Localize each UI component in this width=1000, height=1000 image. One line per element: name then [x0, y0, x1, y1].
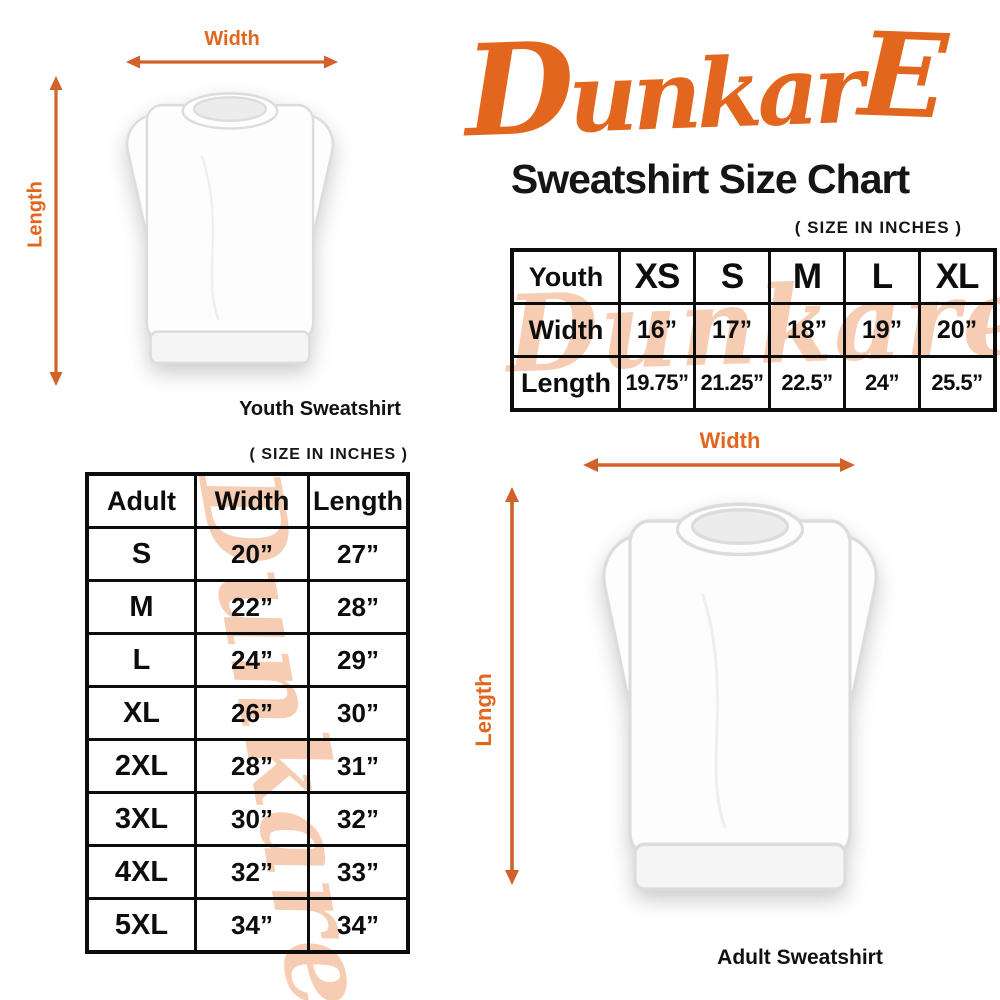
youth-length-arrow — [49, 76, 63, 386]
youth-length-label: Length — [24, 181, 47, 248]
table-cell: 34” — [194, 897, 310, 954]
table-cell: 18” — [768, 302, 846, 358]
logo-letter: E — [856, 6, 950, 146]
table-row: 4XL 32” 33” — [85, 844, 410, 900]
table-cell: XS — [618, 248, 696, 305]
adult-width-arrow — [583, 458, 855, 472]
units-note: ( SIZE IN INCHES ) — [794, 218, 962, 237]
table-row: Width 16” 17” 18” 19” 20” — [510, 302, 997, 358]
table-cell: 4XL — [85, 844, 197, 900]
table-cell: 27” — [307, 526, 410, 582]
adult-sweatshirt-image — [594, 502, 886, 893]
table-cell: 19.75” — [618, 355, 696, 412]
table-cell: 24” — [194, 632, 310, 688]
table-cell: L — [85, 632, 197, 688]
table-cell: XL — [85, 685, 197, 741]
table-cell: 31” — [307, 738, 410, 794]
table-cell: 32” — [194, 844, 310, 900]
youth-width-label: Width — [204, 28, 260, 50]
table-row: 2XL 28” 31” — [85, 738, 410, 794]
table-cell: 29” — [307, 632, 410, 688]
table-cell: 33” — [307, 844, 410, 900]
table-cell: 5XL — [85, 897, 197, 954]
table-cell: 3XL — [85, 791, 197, 847]
table-cell: 26” — [194, 685, 310, 741]
adult-size-table: Adult Width Length S 20” 27” M 22” 28” L 24” 29” XL 2… — [85, 472, 410, 954]
table-row: S 20” 27” — [85, 526, 410, 582]
table-cell: 2XL — [85, 738, 197, 794]
page-title: Sweatshirt Size Chart — [510, 156, 910, 202]
table-cell: Length — [307, 472, 410, 529]
table-cell: L — [843, 248, 921, 305]
units-note: ( SIZE IN INCHES ) — [249, 446, 408, 463]
table-cell: Adult — [85, 472, 197, 529]
table-cell: 32” — [307, 791, 410, 847]
youth-sweatshirt-image — [120, 92, 340, 366]
adult-width-label: Width — [699, 428, 761, 453]
table-cell: Width — [194, 472, 310, 529]
youth-size-table: Youth XS S M L XL Width 16” 17” 18” 19” 20” Length 19… — [510, 248, 997, 412]
table-cell: 34” — [307, 897, 410, 954]
table-cell: 30” — [307, 685, 410, 741]
table-cell: 20” — [194, 526, 310, 582]
brand-logo: DunkarE — [430, 4, 983, 166]
table-row: M 22” 28” — [85, 579, 410, 635]
adult-length-arrow — [505, 487, 519, 885]
adult-caption: Adult Sweatshirt — [717, 946, 883, 969]
logo-letters: unkar — [566, 33, 861, 155]
table-row: 5XL 34” 34” — [85, 897, 410, 954]
table-cell: 17” — [693, 302, 771, 358]
table-cell: S — [693, 248, 771, 305]
table-row: Length 19.75” 21.25” 22.5” 24” 25.5” — [510, 355, 997, 412]
table-cell: 19” — [843, 302, 921, 358]
youth-width-arrow — [126, 55, 338, 69]
table-cell: 22” — [194, 579, 310, 635]
table-cell: 22.5” — [768, 355, 846, 412]
table-cell: M — [768, 248, 846, 305]
table-cell: M — [85, 579, 197, 635]
youth-caption: Youth Sweatshirt — [239, 398, 401, 420]
table-cell: XL — [918, 248, 997, 305]
table-cell: 16” — [618, 302, 696, 358]
table-cell: 28” — [194, 738, 310, 794]
table-cell: Youth — [510, 248, 621, 305]
table-cell: 28” — [307, 579, 410, 635]
table-row: 3XL 30” 32” — [85, 791, 410, 847]
logo-letter: D — [462, 13, 571, 166]
table-cell: 24” — [843, 355, 921, 412]
table-row: L 24” 29” — [85, 632, 410, 688]
table-cell: S — [85, 526, 197, 582]
table-row: XL 26” 30” — [85, 685, 410, 741]
table-cell: 21.25” — [693, 355, 771, 412]
table-cell: Width — [510, 302, 621, 358]
table-cell: 20” — [918, 302, 997, 358]
table-cell: 30” — [194, 791, 310, 847]
table-cell: Length — [510, 355, 621, 412]
table-row: Adult Width Length — [85, 472, 410, 529]
adult-length-label: Length — [471, 673, 496, 747]
table-cell: 25.5” — [918, 355, 997, 412]
table-row: Youth XS S M L XL — [510, 248, 997, 305]
